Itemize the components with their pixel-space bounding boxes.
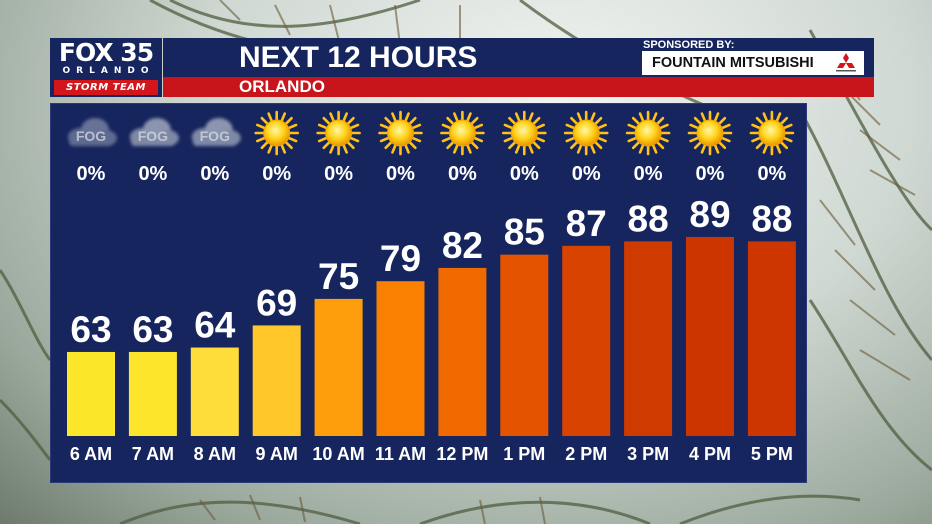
logo-city: ORLANDO [62,66,155,76]
temperature-bar [67,351,115,436]
sun-icon [563,110,609,156]
temperature-value-label: 85 [504,212,545,253]
precip-chance-label: 0% [138,163,167,185]
temperature-bar [128,351,177,436]
fog-label: FOG [200,128,230,144]
sun-icon [254,110,299,156]
temperature-bar [500,254,549,436]
hour-label: 8 AM [194,444,236,464]
logo-team: STORM TEAM [54,80,158,95]
mitsubishi-diamond-icon [836,53,856,72]
hour-label: 10 AM [312,444,364,464]
sun-icon [749,110,795,156]
temperature-value-label: 63 [70,309,111,350]
hour-label: 11 AM [375,444,426,464]
precip-chance-label: 0% [696,163,725,185]
temperature-bar [562,245,611,436]
sun-icon [316,110,361,156]
precip-chance-label: 0% [448,163,477,185]
temperature-bar [747,241,796,436]
logo-primary: FOX 35 [58,38,154,67]
temperature-value-label: 64 [194,305,236,346]
precip-chance-label: 0% [572,163,601,185]
hour-label: 12 PM [436,444,488,464]
precip-chance-label: 0% [200,163,229,185]
temperature-value-label: 63 [132,309,173,350]
sponsor-box: FOUNTAIN MITSUBISHI [642,51,864,75]
temperature-value-label: 88 [751,198,792,239]
precip-chance-label: 0% [757,163,786,185]
temperature-value-label: 69 [256,282,297,323]
forecast-chart-panel: FOG 0% 63 6 AM FOG 0% 63 7 AM FOG 0% 64 8 AM 0% 69 9 A… [50,103,807,483]
temperature-bar [314,298,363,436]
precip-chance-label: 0% [510,163,539,185]
precip-chance-label: 0% [386,163,415,185]
location-bar: ORLANDO [163,77,874,97]
temperature-value-label: 89 [689,194,730,235]
temperature-bar [252,325,301,436]
temperature-bar [190,347,239,436]
precip-chance-label: 0% [77,163,106,185]
precip-chance-label: 0% [324,163,353,185]
precip-chance-label: 0% [262,163,291,185]
temperature-bar [686,236,734,436]
hour-label: 1 PM [503,444,545,464]
temperature-value-label: 88 [628,198,669,239]
hour-label: 5 PM [751,444,793,464]
hour-label: 7 AM [132,444,174,464]
sun-icon [625,110,671,156]
hour-label: 6 AM [70,444,112,464]
temperature-bar [376,281,425,436]
fog-label: FOG [138,128,168,144]
temperature-bar [438,267,487,436]
location-label: ORLANDO [239,77,325,96]
sun-icon [501,110,547,156]
hour-label: 2 PM [565,444,607,464]
sun-icon [440,110,485,156]
sponsor-name: FOUNTAIN MITSUBISHI [652,55,814,71]
temperature-value-label: 82 [442,225,483,266]
hour-label: 4 PM [689,444,731,464]
precip-chance-label: 0% [634,163,663,185]
fog-icon: FOG [68,118,117,146]
sponsor-label: SPONSORED BY: [643,39,735,51]
sun-icon [687,110,733,156]
temperature-bar [624,241,673,436]
fog-label: FOG [76,128,106,144]
hour-label: 9 AM [256,444,298,464]
page-title: NEXT 12 HOURS [239,41,478,74]
temperature-value-label: 75 [318,256,359,297]
hour-label: 3 PM [627,444,669,464]
fog-icon: FOG [129,118,179,146]
hourly-temperature-chart: FOG 0% 63 6 AM FOG 0% 63 7 AM FOG 0% 64 8 AM 0% 69 9 A… [67,110,796,464]
temperature-value-label: 87 [566,203,607,244]
temperature-value-label: 79 [380,238,421,279]
station-logo: FOX 35 ORLANDO STORM TEAM [50,38,162,97]
sun-icon [378,110,423,156]
fog-icon: FOG [191,118,241,146]
